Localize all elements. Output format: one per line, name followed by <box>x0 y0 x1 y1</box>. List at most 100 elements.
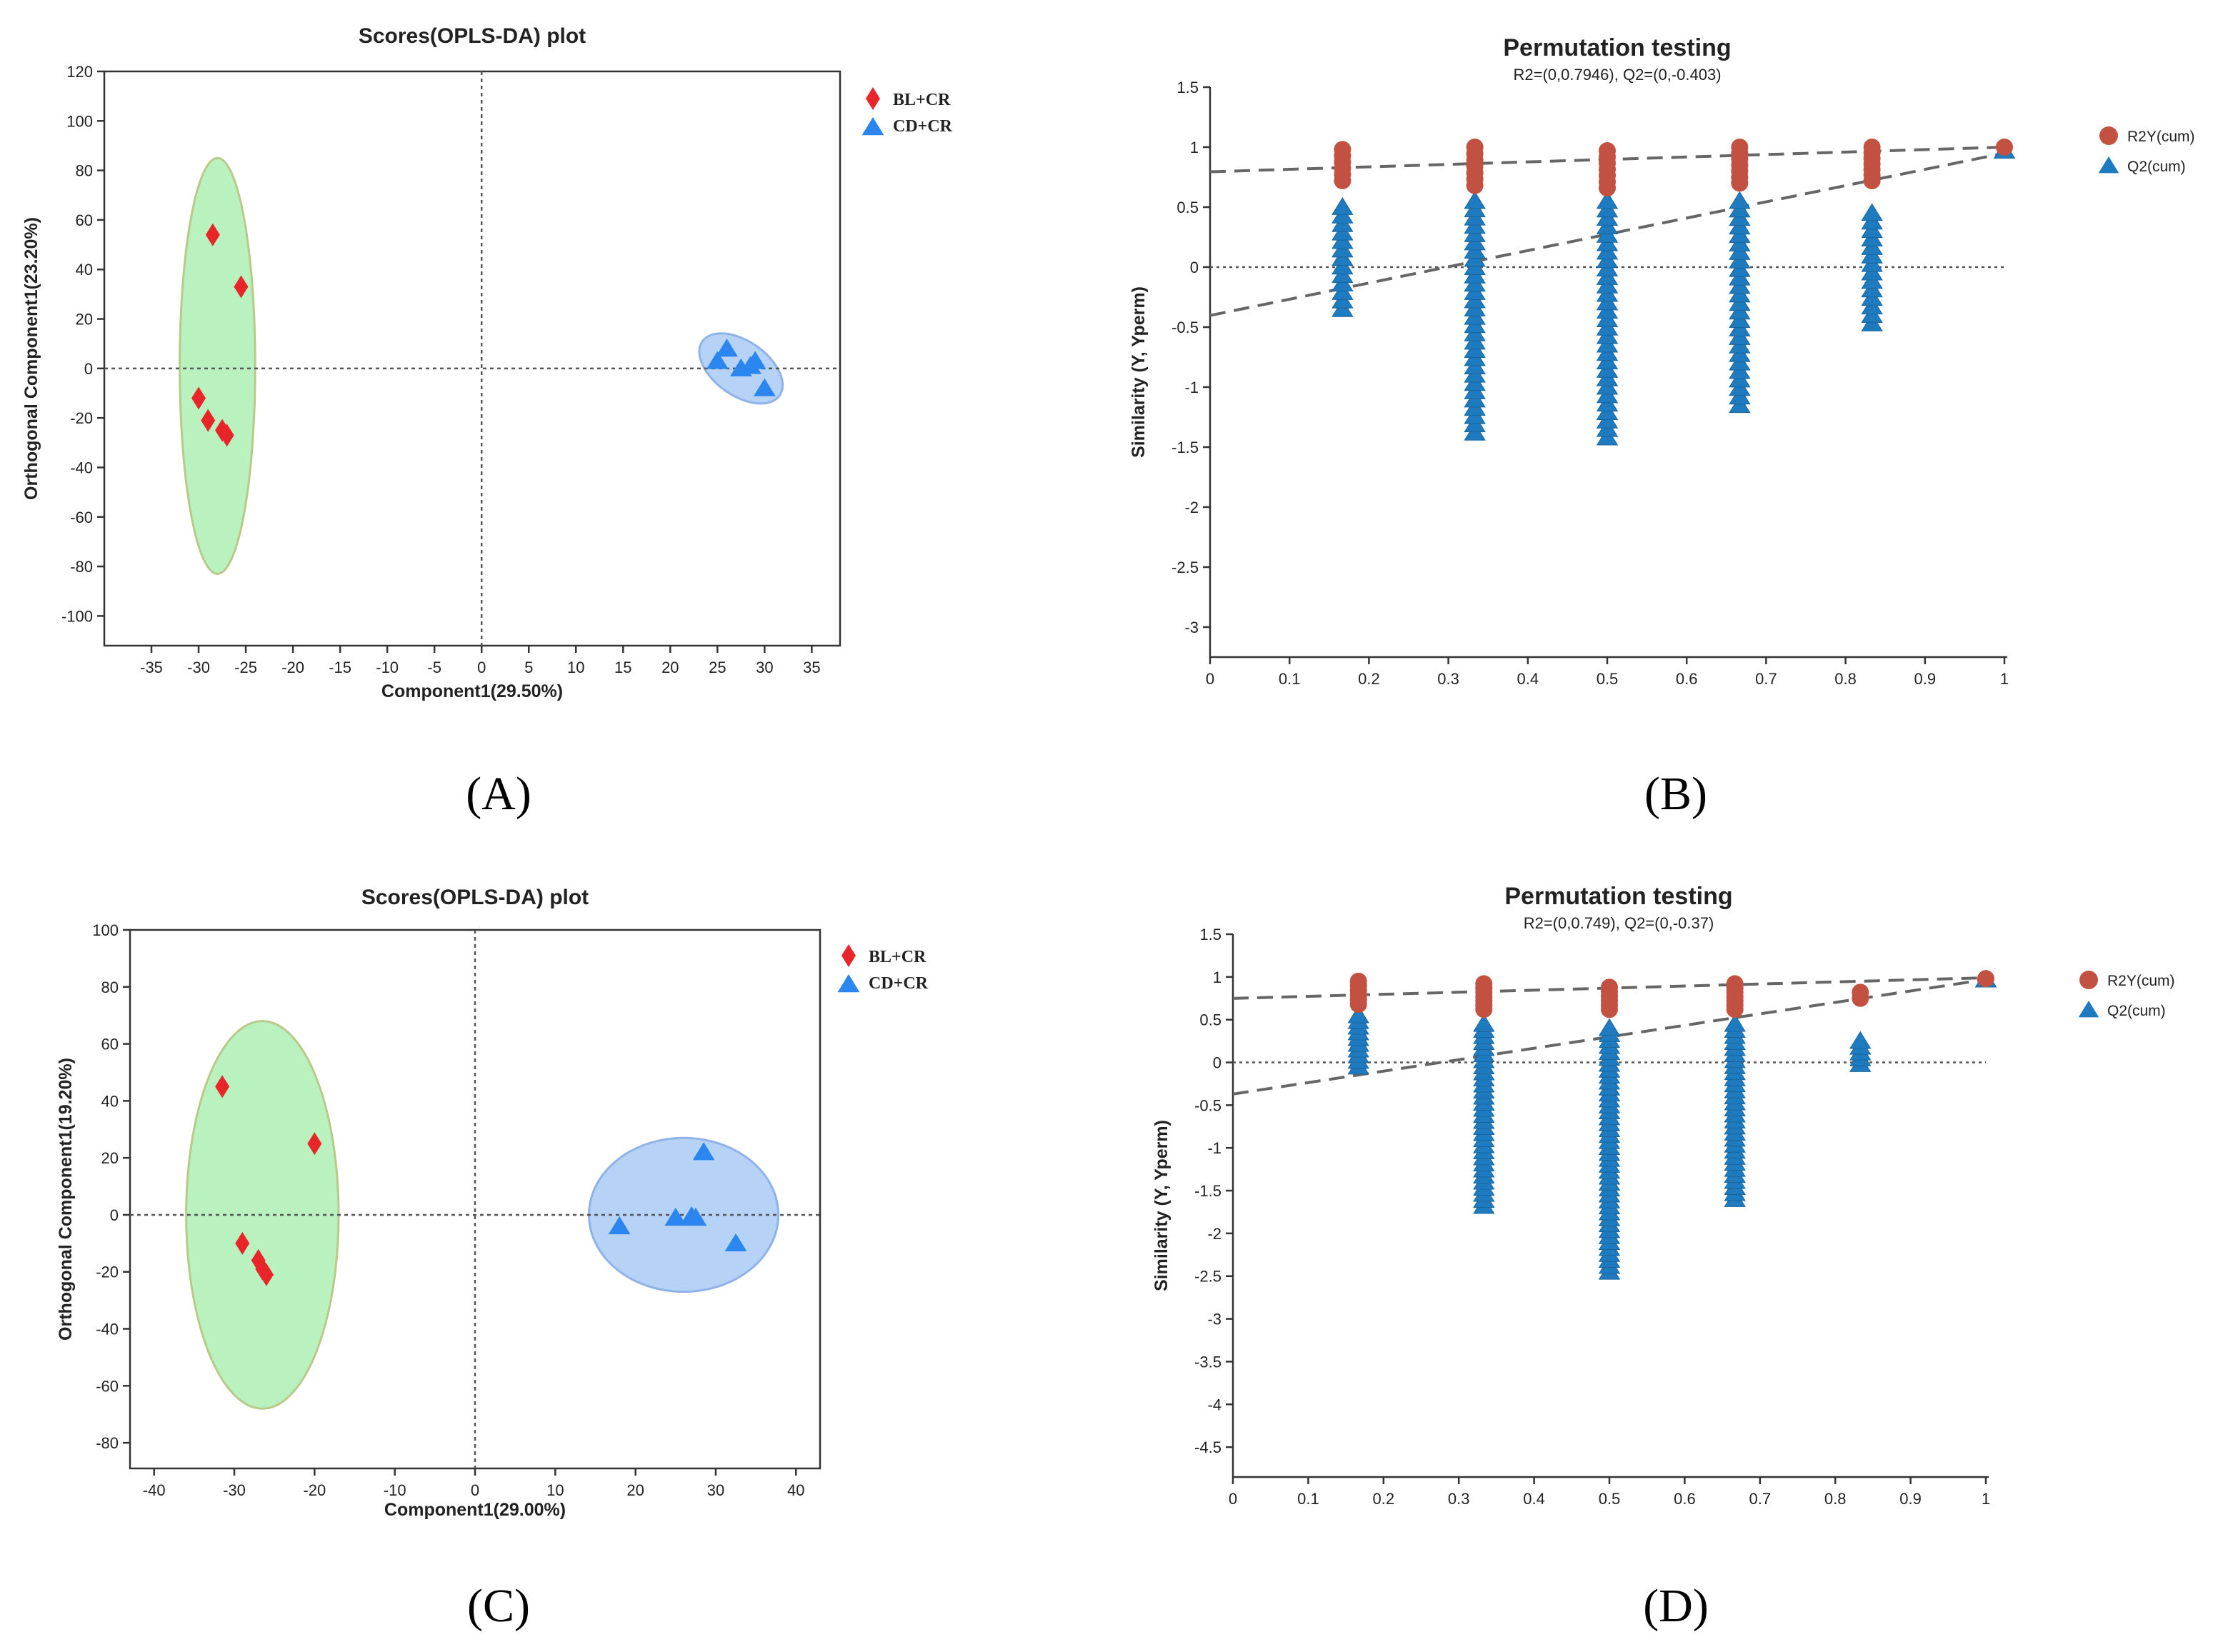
panel-label-a: (A) <box>466 768 531 820</box>
x-tick-label: -10 <box>376 659 399 676</box>
q2-data-point <box>1724 1013 1746 1032</box>
x-tick-label: 0.2 <box>1358 670 1380 688</box>
y-tick-label: 0 <box>1213 1054 1222 1072</box>
cd-cr-data-point <box>706 351 729 369</box>
bl-cr-data-point <box>259 1263 274 1286</box>
chart-subtitle: R2=(0,0.749), Q2=(0,-0.37) <box>1524 914 1714 932</box>
x-tick-label: 0.5 <box>1599 1490 1621 1508</box>
legend-q2-marker <box>2078 1001 2099 1018</box>
q2-data-point <box>1332 197 1354 215</box>
y-tick-label: 20 <box>101 1149 119 1167</box>
x-tick-label: 10 <box>546 1481 564 1499</box>
y-tick-label: 0 <box>1190 259 1199 276</box>
y-tick-label: -3 <box>1207 1311 1222 1328</box>
panel-d-permutation-plot: 0 0.1 0.2 0.3 0.4 0.5 0.6 0.7 0.8 0.9 1 1.5 1 0.5 0 -0.… <box>1152 883 2175 1508</box>
x-tick-label: 0.1 <box>1279 670 1301 688</box>
x-tick-label: 30 <box>756 659 773 676</box>
y-tick-label: -4 <box>1207 1396 1222 1413</box>
y-tick-label: -40 <box>96 1321 119 1338</box>
legend-q2-label: Q2(cum) <box>2107 1003 2166 1019</box>
y-tick-label: -60 <box>96 1377 119 1395</box>
x-tick-label: 20 <box>661 659 679 676</box>
cd-cr-data-point <box>608 1216 631 1235</box>
r2y-data-point <box>1466 139 1484 156</box>
r2y-data-point <box>1475 975 1493 993</box>
x-tick-label: 0 <box>1229 1490 1237 1508</box>
x-tick-label: 0.9 <box>1914 670 1937 688</box>
r2y-data-point <box>1334 141 1352 159</box>
x-tick-label: 0.3 <box>1437 670 1459 688</box>
y-tick-label: -1.5 <box>1194 1182 1222 1200</box>
q2-data-point <box>1347 1005 1369 1023</box>
y-tick-label: -2.5 <box>1172 559 1199 576</box>
q2-data-point <box>1464 191 1486 209</box>
q2-data-point <box>1596 191 1619 209</box>
bl-cr-data-point <box>307 1132 322 1156</box>
x-tick-label: 25 <box>709 659 726 676</box>
legend-r2y-marker <box>2099 126 2118 145</box>
y-tick-label: -40 <box>70 459 93 476</box>
y-tick-label: -20 <box>96 1263 119 1281</box>
x-tick-label: -15 <box>329 659 351 676</box>
x-tick-label: 0.5 <box>1597 670 1619 688</box>
x-tick-label: 35 <box>803 659 820 676</box>
r2y-data-point <box>1863 139 1881 156</box>
x-tick-label: 0.6 <box>1676 670 1698 688</box>
y-tick-label: 0 <box>110 1206 119 1224</box>
y-axis-label: Orthogonal Component1(23.20%) <box>21 217 41 500</box>
x-tick-label: 15 <box>614 659 631 676</box>
chart-title: Permutation testing <box>1504 883 1732 910</box>
legend-bl-cr-label: BL+CR <box>869 948 926 966</box>
x-tick-label: -20 <box>281 659 304 676</box>
x-tick-label: 0.8 <box>1824 1490 1847 1508</box>
bl-cr-data-point <box>235 1231 250 1255</box>
y-tick-label: 0.5 <box>1199 1011 1222 1029</box>
panel-c-scores-plot: -40 -30 -20 -10 0 10 20 30 40 -80 -60 -40 -20 0 20 40 60… <box>56 886 929 1520</box>
y-tick-label: -60 <box>70 509 93 526</box>
bl-cr-data-point <box>215 1075 230 1098</box>
x-tick-label: -25 <box>234 659 257 676</box>
y-tick-label: -100 <box>61 607 93 625</box>
chart-title: Scores(OPLS-DA) plot <box>361 886 589 909</box>
panel-a-scores-plot: -35 -30 -25 -20 -15 -10 -5 0 5 10 15 20 25 30 35 -100 -8… <box>21 24 953 701</box>
y-tick-label: 100 <box>92 921 119 939</box>
legend-cd-cr-marker <box>861 117 884 136</box>
r2y-data-point <box>1977 970 1994 988</box>
y-tick-label: -2 <box>1207 1225 1222 1243</box>
x-tick-label: 0 <box>471 1481 479 1499</box>
y-tick-label: 0.5 <box>1177 199 1199 216</box>
chart-title: Scores(OPLS-DA) plot <box>359 24 586 48</box>
y-tick-label: 80 <box>101 978 119 996</box>
panel-label-c: (C) <box>467 1580 530 1632</box>
legend-cd-cr-marker <box>837 974 860 993</box>
legend-bl-cr-label: BL+CR <box>893 91 951 109</box>
y-axis-label: Similarity (Y, Yperm) <box>1129 286 1149 458</box>
legend-q2-label: Q2(cum) <box>2127 159 2186 175</box>
x-tick-label: -40 <box>143 1481 166 1499</box>
y-tick-label: 1.5 <box>1177 79 1199 96</box>
y-tick-label: -1.5 <box>1172 439 1199 456</box>
cd-cr-data-point <box>692 1142 715 1161</box>
panel-b-permutation-plot: 0 0.1 0.2 0.3 0.4 0.5 0.6 0.7 0.8 0.9 1 1.5 1 0.5 0 -0.… <box>1129 34 2195 688</box>
x-tick-label: 0.1 <box>1297 1490 1319 1508</box>
chart-subtitle: R2=(0,0.7946), Q2=(0,-0.403) <box>1513 66 1721 84</box>
panel-label-d: (D) <box>1643 1580 1709 1632</box>
x-tick-label: 0.7 <box>1755 670 1777 688</box>
y-tick-label: 80 <box>76 162 93 180</box>
y-tick-label: -80 <box>96 1434 119 1452</box>
legend-cd-cr-label: CD+CR <box>893 117 953 136</box>
cd-cr-data-point <box>664 1207 687 1226</box>
x-axis-label: Component1(29.50%) <box>381 681 563 701</box>
q2-data-point <box>1729 191 1751 209</box>
y-tick-label: -3 <box>1184 619 1199 636</box>
y-tick-label: -20 <box>70 409 93 427</box>
x-tick-label: -5 <box>427 659 441 676</box>
legend-r2y-marker <box>2079 971 2098 989</box>
y-tick-label: 120 <box>66 63 93 81</box>
r2y-data-point <box>1996 139 2013 156</box>
y-tick-label: -0.5 <box>1194 1096 1222 1114</box>
q2-data-point <box>1849 1031 1872 1049</box>
bl-cr-data-point <box>234 275 249 299</box>
plot-frame <box>103 70 841 647</box>
